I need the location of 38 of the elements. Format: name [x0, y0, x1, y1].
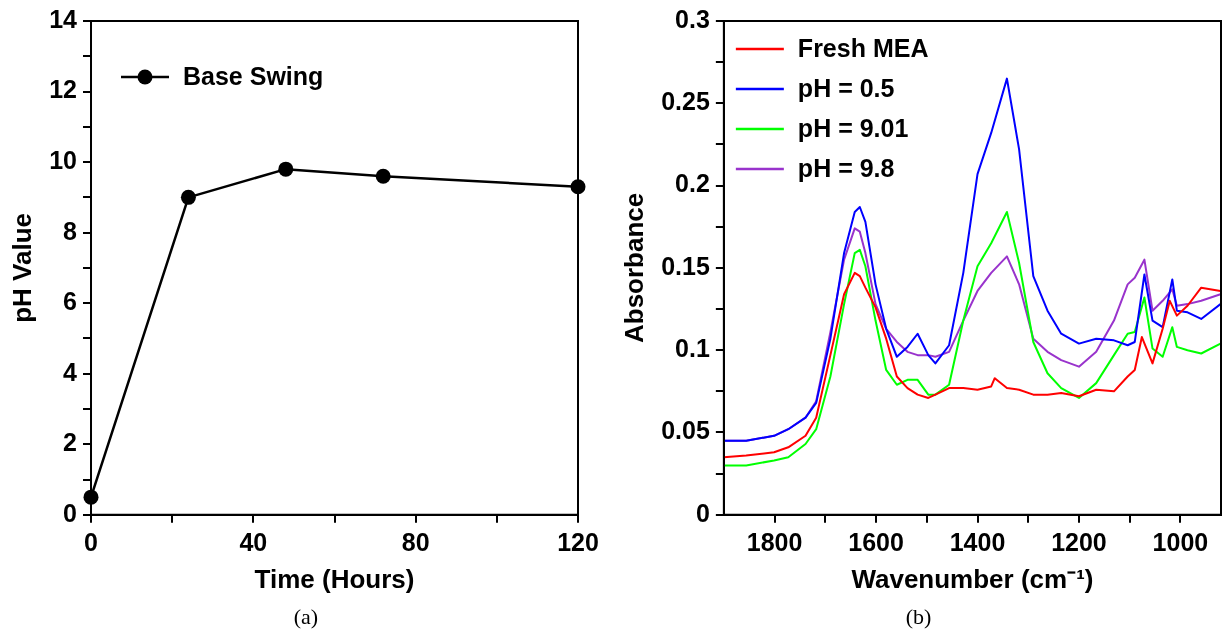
y-tick-label: 0.3	[675, 4, 710, 33]
legend-label: pH = 0.5	[797, 73, 895, 102]
y-tick-label: 2	[63, 428, 78, 457]
point	[180, 189, 196, 205]
x-tick-label: 80	[401, 527, 430, 556]
y-tick-label: 0	[695, 498, 710, 527]
x-axis-title: Wavenumber (cm⁻¹)	[851, 563, 1094, 594]
y-tick-label: 0.15	[661, 251, 710, 280]
legend-label: Fresh MEA	[797, 33, 929, 62]
x-tick-label: 120	[557, 527, 599, 556]
y-tick-label: 10	[49, 145, 78, 174]
legend-label: Base Swing	[183, 61, 324, 90]
x-tick-label: 1600	[848, 527, 904, 556]
point	[278, 161, 294, 177]
y-tick-label: 12	[49, 75, 78, 104]
y-tick-label: 8	[63, 216, 78, 245]
y-tick-label: 0.05	[661, 416, 710, 445]
legend-label: pH = 9.01	[797, 113, 909, 142]
y-tick-label: 6	[63, 287, 78, 316]
y-axis-title: Absorbance	[618, 192, 649, 344]
x-tick-label: 1800	[746, 527, 803, 556]
text: (a)	[292, 604, 320, 630]
x-tick-label: 1400	[949, 527, 1006, 556]
legend-label: pH = 9.8	[797, 153, 895, 182]
y-tick-label: 14	[49, 4, 78, 33]
x-tick-label: 1000	[1152, 527, 1209, 556]
y-tick-label: 0.1	[675, 334, 710, 363]
y-tick-label: 0.2	[675, 169, 710, 198]
y-tick-label: 0	[63, 498, 78, 527]
x-axis-title: Time (Hours)	[254, 563, 415, 594]
point	[375, 168, 391, 184]
y-tick-label: 4	[63, 357, 78, 386]
x-tick-label: 40	[239, 527, 268, 556]
text: (b)	[904, 604, 933, 630]
x-tick-label: 1200	[1051, 527, 1107, 556]
y-axis-title: pH Value	[6, 212, 37, 323]
y-tick-label: 0.25	[661, 87, 710, 116]
x-tick-label: 0	[84, 527, 98, 556]
